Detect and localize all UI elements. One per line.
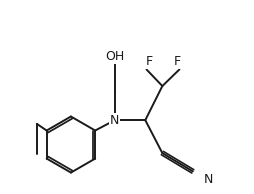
Text: OH: OH [105, 50, 124, 63]
Text: F: F [145, 55, 152, 68]
Text: N: N [204, 173, 213, 186]
Text: N: N [110, 114, 119, 127]
Text: F: F [173, 55, 181, 68]
